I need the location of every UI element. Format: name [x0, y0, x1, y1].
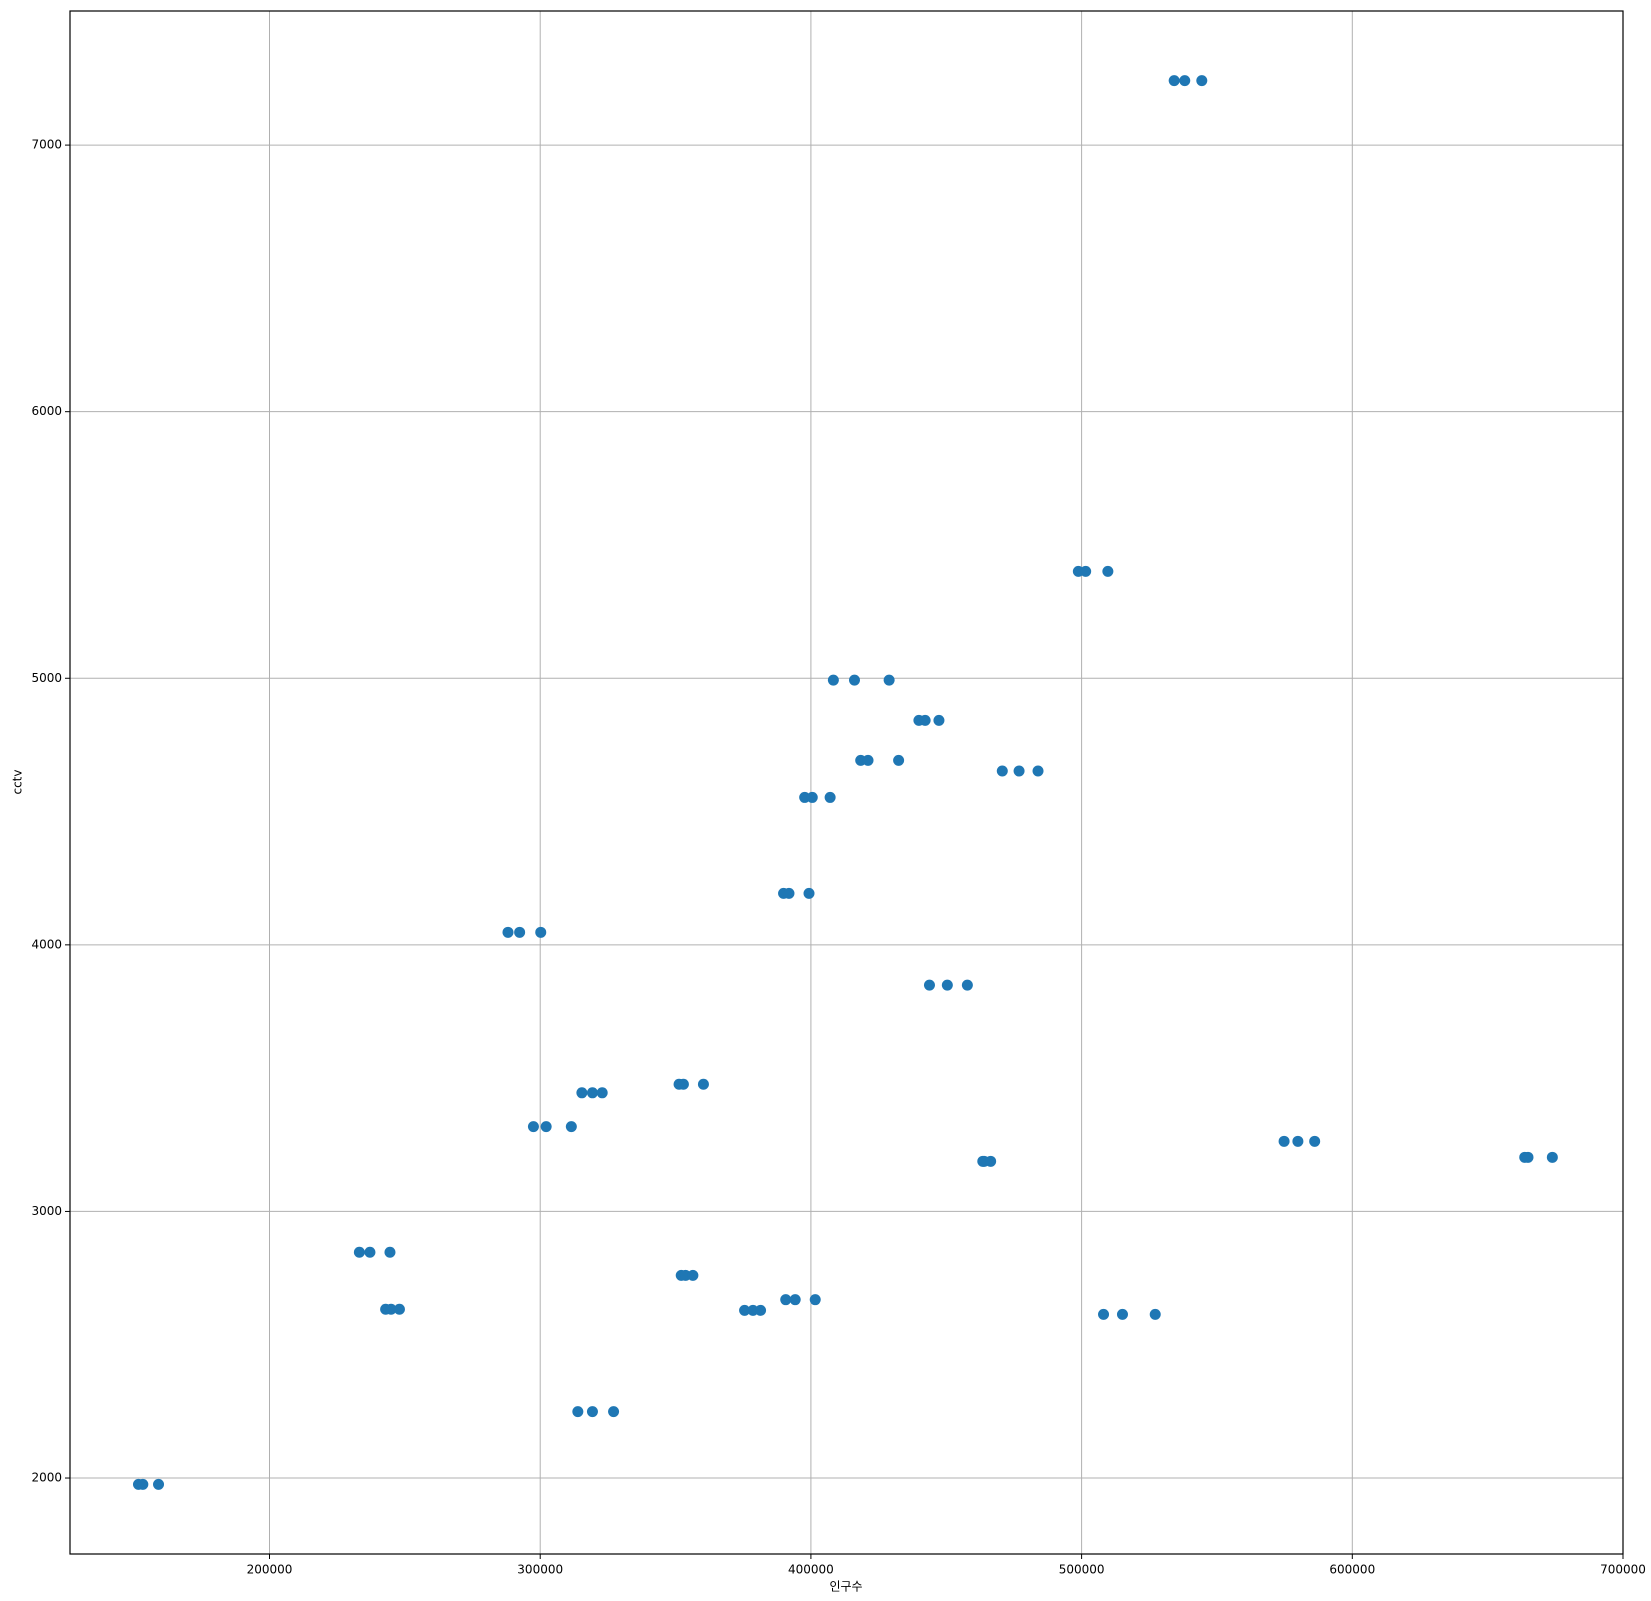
point	[780, 1294, 792, 1306]
point	[1032, 765, 1044, 777]
point	[862, 754, 874, 766]
point	[596, 1087, 608, 1099]
point	[1179, 75, 1191, 87]
y-axis-label: cctv	[11, 769, 25, 794]
point	[576, 1087, 588, 1099]
point	[1098, 1308, 1110, 1320]
point	[527, 1121, 539, 1133]
point	[687, 1269, 699, 1281]
x-tick-label: 200000	[247, 1563, 293, 1577]
point	[747, 1304, 759, 1316]
point	[1102, 565, 1114, 577]
y-tick-label: 4000	[31, 937, 62, 951]
point	[985, 1155, 997, 1167]
point	[809, 1294, 821, 1306]
point	[535, 926, 547, 938]
point	[514, 926, 526, 938]
point	[502, 926, 514, 938]
point	[893, 754, 905, 766]
point	[919, 714, 931, 726]
point	[364, 1246, 376, 1258]
point	[1309, 1135, 1321, 1147]
point	[540, 1121, 552, 1133]
point	[933, 714, 945, 726]
point	[697, 1078, 709, 1090]
point	[783, 887, 795, 899]
y-tick-label: 2000	[31, 1471, 62, 1485]
point	[1278, 1135, 1290, 1147]
point	[153, 1478, 165, 1490]
point	[565, 1121, 577, 1133]
point	[755, 1304, 767, 1316]
point	[384, 1246, 396, 1258]
point	[1196, 75, 1208, 87]
point	[1149, 1308, 1161, 1320]
point	[996, 765, 1008, 777]
point	[572, 1406, 584, 1418]
point	[883, 674, 895, 686]
x-tick-label: 300000	[517, 1563, 563, 1577]
plot-frame	[69, 10, 1624, 1555]
point	[586, 1406, 598, 1418]
point	[739, 1304, 751, 1316]
point	[827, 674, 839, 686]
point	[1168, 75, 1180, 87]
point	[385, 1303, 397, 1315]
x-tick-label: 500000	[1059, 1563, 1105, 1577]
y-tick-label: 3000	[31, 1204, 62, 1218]
point	[1546, 1151, 1558, 1163]
point	[353, 1246, 365, 1258]
point	[803, 887, 815, 899]
point	[677, 1078, 689, 1090]
point	[824, 791, 836, 803]
point	[789, 1294, 801, 1306]
point	[1522, 1151, 1534, 1163]
x-tick-label: 600000	[1329, 1563, 1375, 1577]
point	[799, 791, 811, 803]
y-tick-label: 7000	[31, 138, 62, 152]
point	[1013, 765, 1025, 777]
x-tick-label: 400000	[788, 1563, 834, 1577]
point	[393, 1303, 405, 1315]
point	[806, 791, 818, 803]
x-axis-label: 인구수	[829, 1580, 862, 1594]
point	[586, 1087, 598, 1099]
x-tick-label: 700000	[1600, 1563, 1646, 1577]
point	[1080, 565, 1092, 577]
y-tick-label: 5000	[31, 671, 62, 685]
point	[1116, 1308, 1128, 1320]
y-tick-label: 6000	[31, 404, 62, 418]
point	[1292, 1135, 1304, 1147]
point	[961, 979, 973, 991]
point	[608, 1406, 620, 1418]
point	[848, 674, 860, 686]
point	[923, 979, 935, 991]
point	[941, 979, 953, 991]
point	[137, 1478, 149, 1490]
